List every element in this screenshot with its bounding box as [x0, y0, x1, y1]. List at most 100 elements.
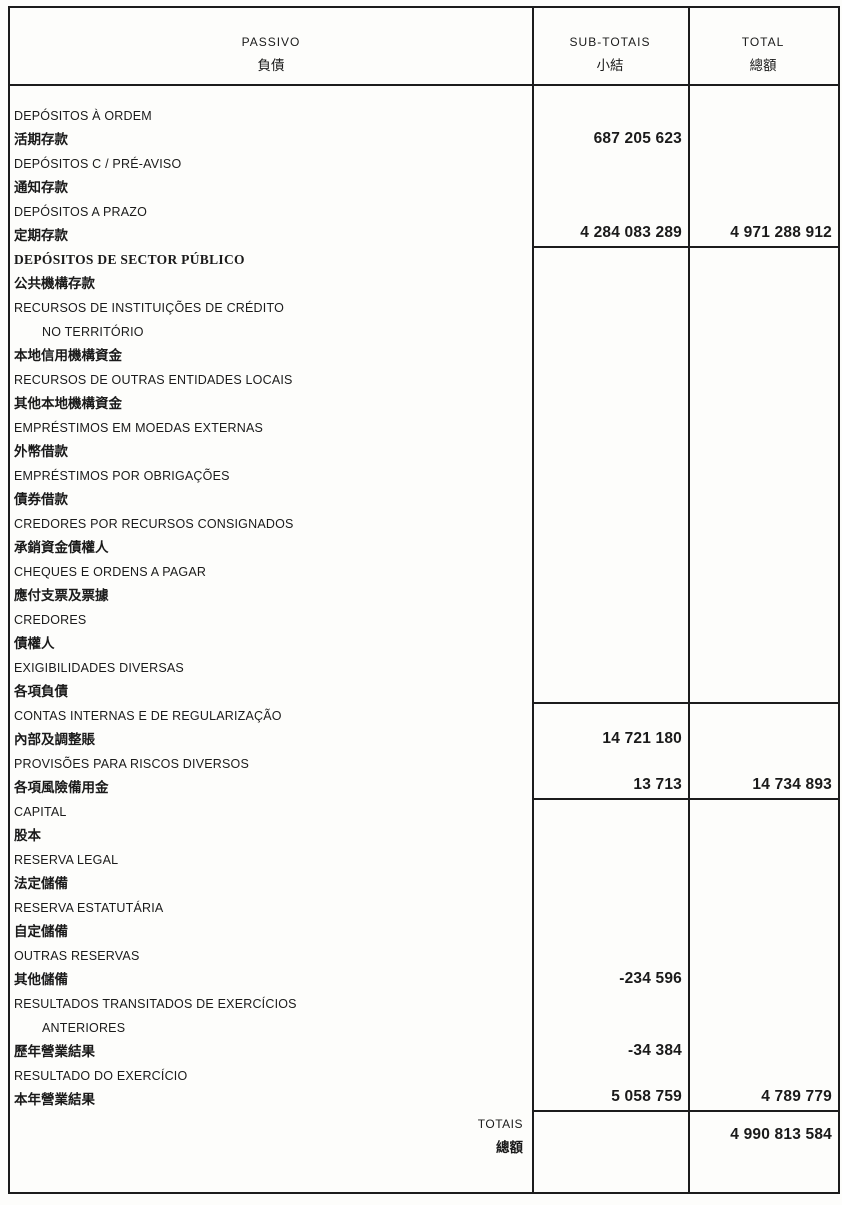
row-label-pt: RESERVA ESTATUTÁRIA [14, 901, 164, 915]
row-label-pt: RECURSOS DE OUTRAS ENTIDADES LOCAIS [14, 373, 293, 387]
subtotal-value: 687 205 623 [593, 130, 682, 147]
table-row: RECURSOS DE INSTITUIÇÕES DE CRÉDITO NO TE… [10, 296, 838, 368]
row-subtotal-cell: 14 721 180 [532, 704, 688, 752]
row-label-zh: 自定儲備 [14, 924, 68, 939]
row-label-zh: 通知存款 [14, 180, 68, 195]
header-passivo: PASSIVO 負債 [10, 8, 532, 84]
row-label-pt: DEPÓSITOS C / PRÉ-AVISO [14, 157, 182, 171]
row-label-zh: 承銷資金債權人 [14, 540, 109, 555]
row-label: RECURSOS DE INSTITUIÇÕES DE CRÉDITO NO TE… [10, 296, 532, 368]
row-label-zh: 債券借款 [14, 492, 68, 507]
row-total-cell [688, 560, 838, 608]
totals-row: TOTAIS 總額 4 990 813 584 [10, 1112, 838, 1160]
table-row: RESULTADOS TRANSITADOS DE EXERCÍCIOS ANTE… [10, 992, 838, 1064]
header-total-zh: 總額 [749, 58, 777, 73]
row-label-pt: RESULTADO DO EXERCÍCIO [14, 1069, 188, 1083]
row-subtotal-cell [532, 656, 688, 704]
row-subtotal-cell [532, 512, 688, 560]
total-value: 14 734 893 [752, 776, 832, 793]
table-row: RECURSOS DE OUTRAS ENTIDADES LOCAIS 其他本地機… [10, 368, 838, 416]
table-row: CREDORES POR RECURSOS CONSIGNADOS 承銷資金債權人 [10, 512, 838, 560]
row-total-cell [688, 896, 838, 944]
totals-total-cell: 4 990 813 584 [688, 1112, 838, 1160]
header-subtotals-zh: 小結 [596, 58, 624, 73]
row-label-pt: PROVISÕES PARA RISCOS DIVERSOS [14, 757, 249, 771]
row-label-pt: CREDORES [14, 613, 87, 627]
row-subtotal-cell [532, 464, 688, 512]
row-label: DEPÓSITOS DE SECTOR PÚBLICO 公共機構存款 [10, 248, 532, 296]
row-label: CHEQUES E ORDENS A PAGAR 應付支票及票據 [10, 560, 532, 608]
row-total-cell [688, 416, 838, 464]
row-total-cell [688, 368, 838, 416]
row-total-cell [688, 944, 838, 992]
row-label-zh: 各項風險備用金 [14, 780, 109, 795]
table-row: DEPÓSITOS C / PRÉ-AVISO 通知存款 [10, 152, 838, 200]
row-label-pt: CONTAS INTERNAS E DE REGULARIZAÇÃO [14, 709, 282, 723]
row-subtotal-cell: 5 058 759 [532, 1064, 688, 1112]
table-body: DEPÓSITOS À ORDEM 活期存款 687 205 623 DEPÓSITO… [10, 86, 838, 1112]
table-row: EXIGIBILIDADES DIVERSAS 各項負債 [10, 656, 838, 704]
table-header-row: PASSIVO 負債 SUB-TOTAIS 小結 TOTAL 總額 [10, 8, 838, 86]
row-label-zh: 歷年營業結果 [14, 1044, 95, 1059]
row-subtotal-cell [532, 368, 688, 416]
row-total-cell [688, 992, 838, 1064]
table-row: CHEQUES E ORDENS A PAGAR 應付支票及票據 [10, 560, 838, 608]
column-divider-2 [688, 8, 690, 1192]
row-subtotal-cell [532, 848, 688, 896]
row-label: RESERVA ESTATUTÁRIA 自定儲備 [10, 896, 532, 944]
row-label: RESERVA LEGAL 法定儲備 [10, 848, 532, 896]
row-label: RESULTADO DO EXERCÍCIO 本年營業結果 [10, 1064, 532, 1112]
row-label-zh: 活期存款 [14, 132, 68, 147]
table-row: DEPÓSITOS À ORDEM 活期存款 687 205 623 [10, 104, 838, 152]
row-total-cell [688, 848, 838, 896]
row-total-cell [688, 248, 838, 296]
row-total-cell [688, 512, 838, 560]
grand-total-value: 4 990 813 584 [730, 1126, 832, 1143]
row-label-zh: 其他儲備 [14, 972, 68, 987]
row-subtotal-cell [532, 416, 688, 464]
header-passivo-pt: PASSIVO [241, 35, 301, 49]
row-subtotal-cell: 687 205 623 [532, 104, 688, 152]
row-label: EXIGIBILIDADES DIVERSAS 各項負債 [10, 656, 532, 704]
header-subtotals: SUB-TOTAIS 小結 [532, 8, 688, 84]
row-total-cell [688, 656, 838, 704]
row-label-zh: 本年營業結果 [14, 1092, 95, 1107]
row-total-cell [688, 800, 838, 848]
row-label-pt: ANTERIORES [42, 1021, 126, 1035]
totals-label-zh: 總額 [496, 1140, 523, 1155]
row-label-pt: OUTRAS RESERVAS [14, 949, 140, 963]
row-label-zh: 其他本地機構資金 [14, 396, 122, 411]
subtotal-value: 13 713 [633, 776, 682, 793]
row-label-pt: RESULTADOS TRANSITADOS DE EXERCÍCIOS [14, 997, 297, 1011]
header-total-pt: TOTAL [741, 35, 785, 49]
subtotal-value: -234 596 [619, 970, 682, 987]
row-label: OUTRAS RESERVAS 其他儲備 [10, 944, 532, 992]
subtotal-value: 4 284 083 289 [580, 224, 682, 241]
subtotal-value: -34 384 [628, 1042, 682, 1059]
row-label-pt: EXIGIBILIDADES DIVERSAS [14, 661, 184, 675]
row-total-cell [688, 296, 838, 368]
row-total-cell [688, 608, 838, 656]
row-label-zh: 法定儲備 [14, 876, 68, 891]
row-label-zh: 定期存款 [14, 228, 68, 243]
row-label: PROVISÕES PARA RISCOS DIVERSOS 各項風險備用金 [10, 752, 532, 800]
row-subtotal-cell [532, 896, 688, 944]
row-label: CREDORES POR RECURSOS CONSIGNADOS 承銷資金債權人 [10, 512, 532, 560]
row-subtotal-cell: -34 384 [532, 992, 688, 1064]
liabilities-table: PASSIVO 負債 SUB-TOTAIS 小結 TOTAL 總額 DEPÓSI… [8, 6, 840, 1194]
row-label-pt: CREDORES POR RECURSOS CONSIGNADOS [14, 517, 294, 531]
table-row: DEPÓSITOS A PRAZO 定期存款 4 284 083 289 4 971 … [10, 200, 838, 248]
row-label: EMPRÉSTIMOS EM MOEDAS EXTERNAS 外幣借款 [10, 416, 532, 464]
header-passivo-zh: 負債 [257, 58, 285, 73]
row-total-cell [688, 464, 838, 512]
header-total: TOTAL 總額 [688, 8, 838, 84]
row-label-pt: RESERVA LEGAL [14, 853, 119, 867]
table-row: OUTRAS RESERVAS 其他儲備 -234 596 [10, 944, 838, 992]
totals-subtotal-cell [532, 1112, 688, 1160]
row-subtotal-cell [532, 560, 688, 608]
header-subtotals-pt: SUB-TOTAIS [569, 35, 651, 49]
row-label: CONTAS INTERNAS E DE REGULARIZAÇÃO 內部及調整賬 [10, 704, 532, 752]
total-value: 4 971 288 912 [730, 224, 832, 241]
row-total-cell [688, 152, 838, 200]
table-row: DEPÓSITOS DE SECTOR PÚBLICO 公共機構存款 [10, 248, 838, 296]
